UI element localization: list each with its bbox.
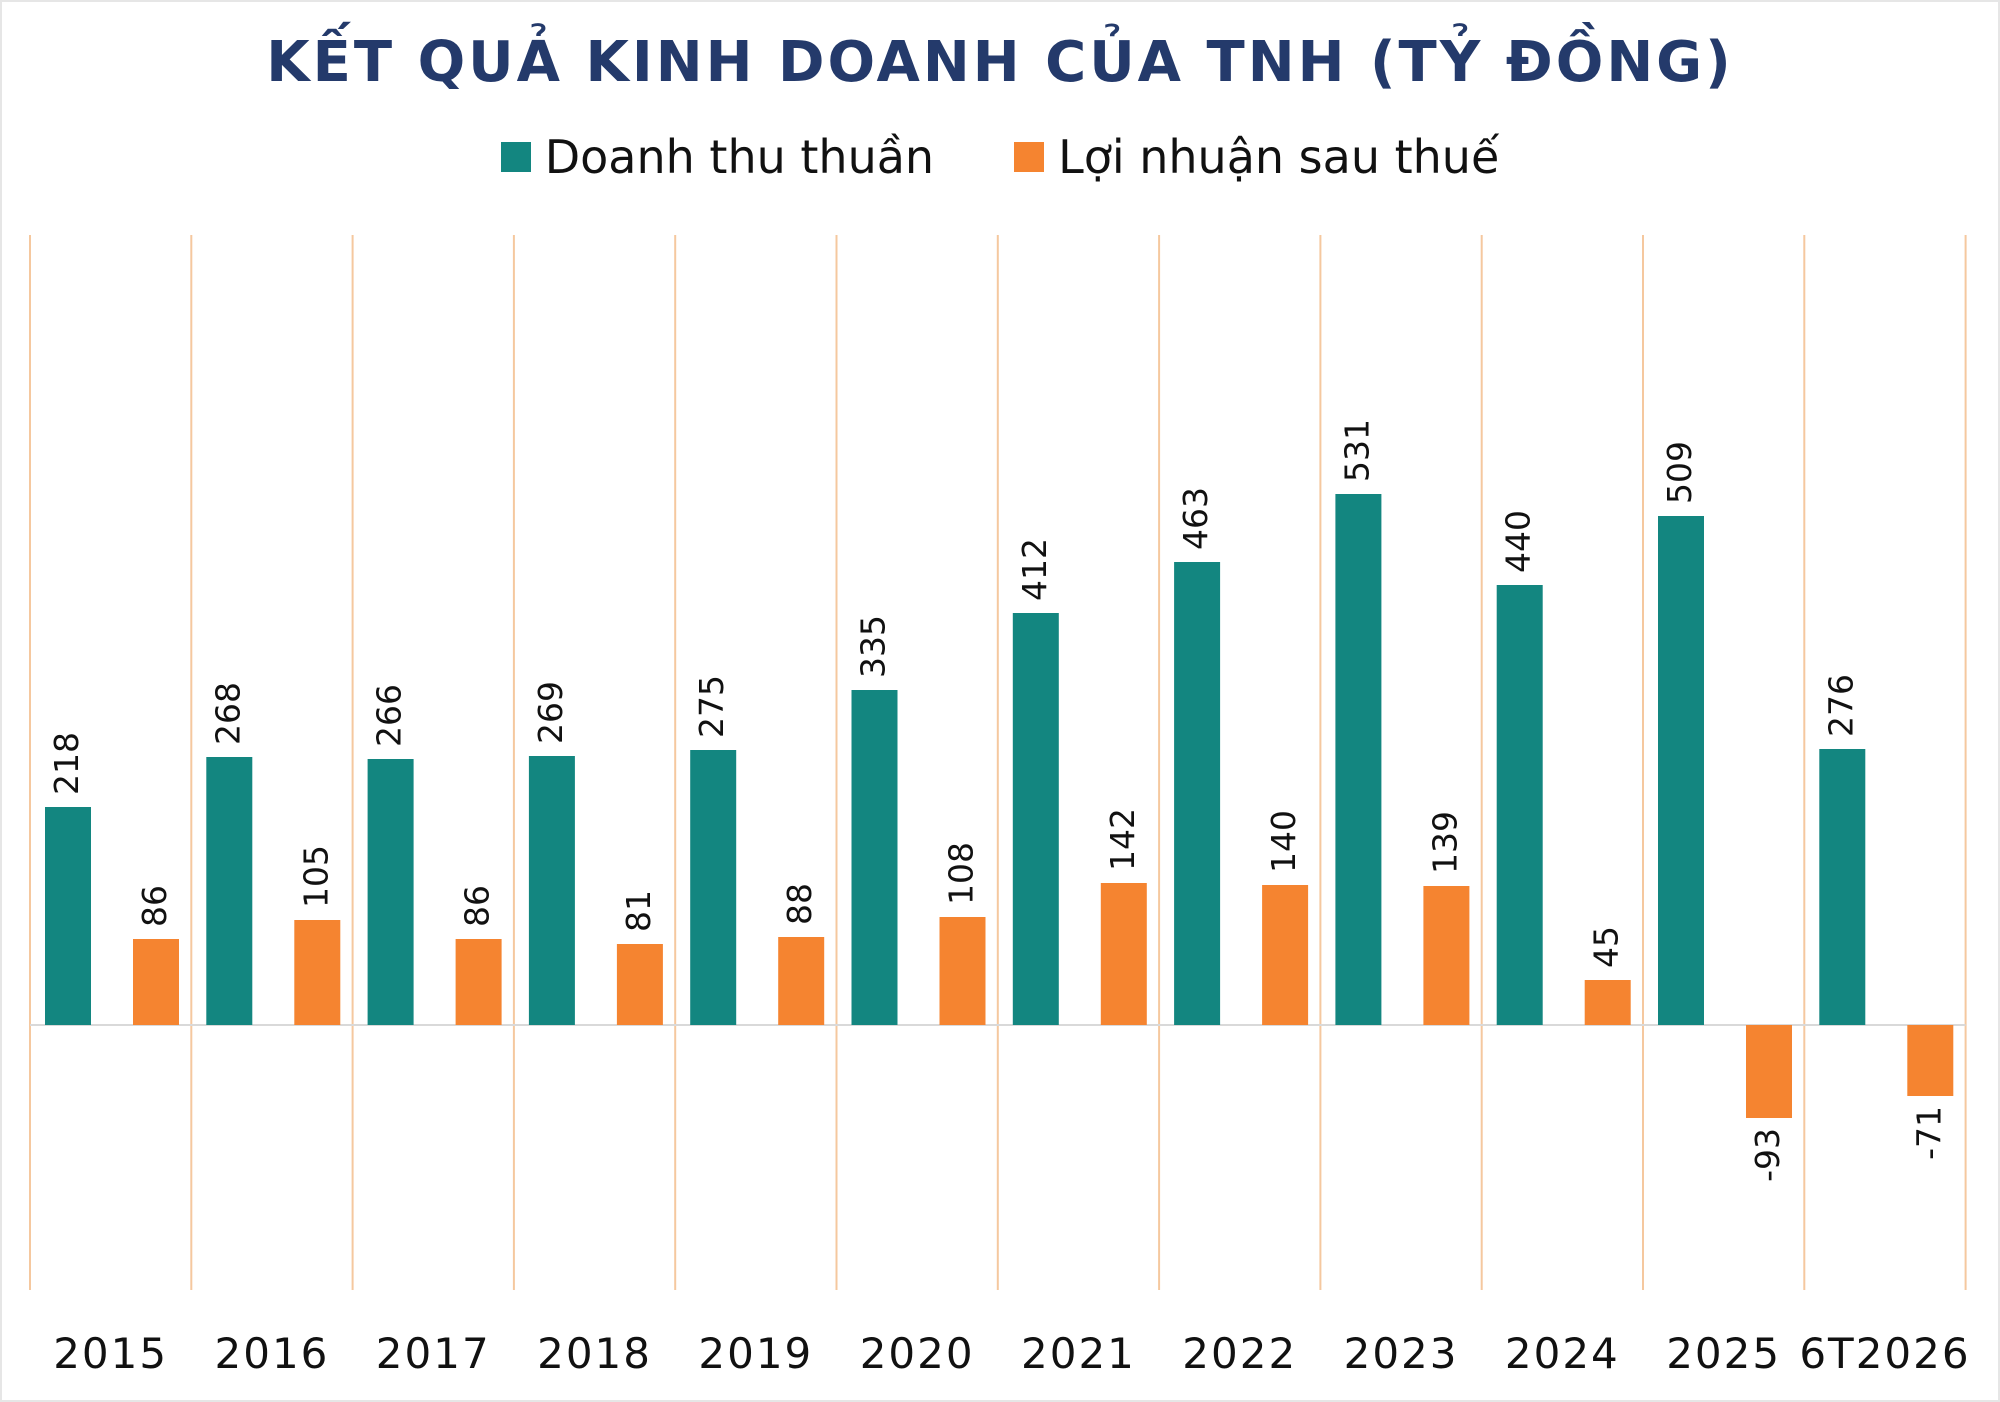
profit-bar-2018: [616, 944, 663, 1025]
revenue-label-2022: 463: [1176, 487, 1215, 550]
profit-bar-2016: [294, 920, 341, 1025]
legend-label-profit: Lợi nhuận sau thuế: [1058, 130, 1500, 184]
revenue-bar-2016: [206, 757, 253, 1025]
x-tick-label-2025: 2025: [1666, 1329, 1781, 1378]
revenue-bar-2024: [1496, 585, 1543, 1025]
revenue-label-2018: 269: [531, 681, 570, 744]
profit-label-2022: 140: [1264, 810, 1303, 873]
profit-bar-2015: [133, 939, 179, 1025]
revenue-bar-2017: [367, 759, 414, 1025]
revenue-bar-2018: [528, 756, 575, 1025]
legend-swatch-revenue: [500, 142, 531, 172]
profit-label-2023: 139: [1425, 811, 1464, 874]
x-tick-label-2019: 2019: [698, 1329, 813, 1378]
x-tick-label-2015: 2015: [53, 1329, 168, 1378]
legend-item-revenue: Doanh thu thuần: [500, 130, 935, 184]
revenue-label-6T2026: 276: [1821, 674, 1860, 737]
legend-item-profit: Lợi nhuận sau thuế: [1014, 130, 1499, 184]
revenue-bar-2019: [690, 750, 737, 1025]
profit-bar-2024: [1584, 980, 1631, 1025]
revenue-label-2015: 218: [47, 732, 86, 795]
profit-label-6T2026: -71: [1909, 1106, 1948, 1160]
profit-bar-2017: [455, 939, 502, 1025]
profit-label-2018: 81: [619, 890, 658, 932]
profit-label-2020: 108: [942, 842, 981, 905]
profit-label-2024: 45: [1587, 926, 1626, 968]
revenue-label-2016: 268: [208, 682, 247, 745]
revenue-label-2017: 266: [370, 684, 409, 747]
x-tick-label-2018: 2018: [537, 1329, 652, 1378]
revenue-bar-2025: [1658, 516, 1704, 1025]
revenue-bar-2022: [1174, 562, 1221, 1025]
revenue-bar-6T2026: [1819, 749, 1866, 1025]
x-tick-label-2022: 2022: [1182, 1329, 1297, 1378]
x-tick-label-2024: 2024: [1505, 1329, 1620, 1378]
x-tick-label-2020: 2020: [860, 1329, 975, 1378]
revenue-bar-2023: [1335, 494, 1382, 1025]
x-tick-label-2017: 2017: [376, 1329, 491, 1378]
profit-bar-6T2026: [1907, 1025, 1954, 1096]
revenue-label-2023: 531: [1337, 419, 1376, 482]
legend-label-revenue: Doanh thu thuần: [544, 130, 935, 184]
revenue-bar-2020: [851, 690, 898, 1025]
revenue-bar-2015: [45, 807, 91, 1025]
chart-title: KẾT QUẢ KINH DOANH CỦA TNH (TỶ ĐỒNG): [266, 30, 1734, 95]
revenue-label-2025: 509: [1660, 441, 1699, 504]
revenue-label-2019: 275: [692, 675, 731, 738]
profit-bar-2022: [1262, 885, 1309, 1025]
profit-bar-2023: [1423, 886, 1470, 1025]
profit-label-2016: 105: [296, 845, 335, 908]
legend-swatch-profit: [1014, 142, 1045, 172]
profit-label-2025: -93: [1748, 1128, 1787, 1182]
profit-bar-2019: [778, 937, 825, 1025]
x-tick-label-2021: 2021: [1021, 1329, 1136, 1378]
profit-label-2021: 142: [1103, 808, 1142, 871]
profit-label-2019: 88: [780, 883, 819, 925]
profit-label-2015: 86: [135, 885, 174, 927]
revenue-label-2024: 440: [1499, 510, 1538, 573]
revenue-label-2020: 335: [854, 615, 893, 678]
revenue-label-2021: 412: [1015, 538, 1054, 601]
profit-bar-2020: [939, 917, 986, 1025]
revenue-bar-2021: [1012, 613, 1059, 1025]
profit-bar-2025: [1746, 1025, 1792, 1118]
legend: Doanh thu thuần Lợi nhuận sau thuế: [0, 130, 2000, 184]
profit-bar-2021: [1100, 883, 1147, 1025]
x-tick-label-2023: 2023: [1344, 1329, 1459, 1378]
profit-label-2017: 86: [458, 885, 497, 927]
x-tick-label-6T2026: 6T2026: [1799, 1329, 1970, 1378]
x-tick-label-2016: 2016: [215, 1329, 330, 1378]
